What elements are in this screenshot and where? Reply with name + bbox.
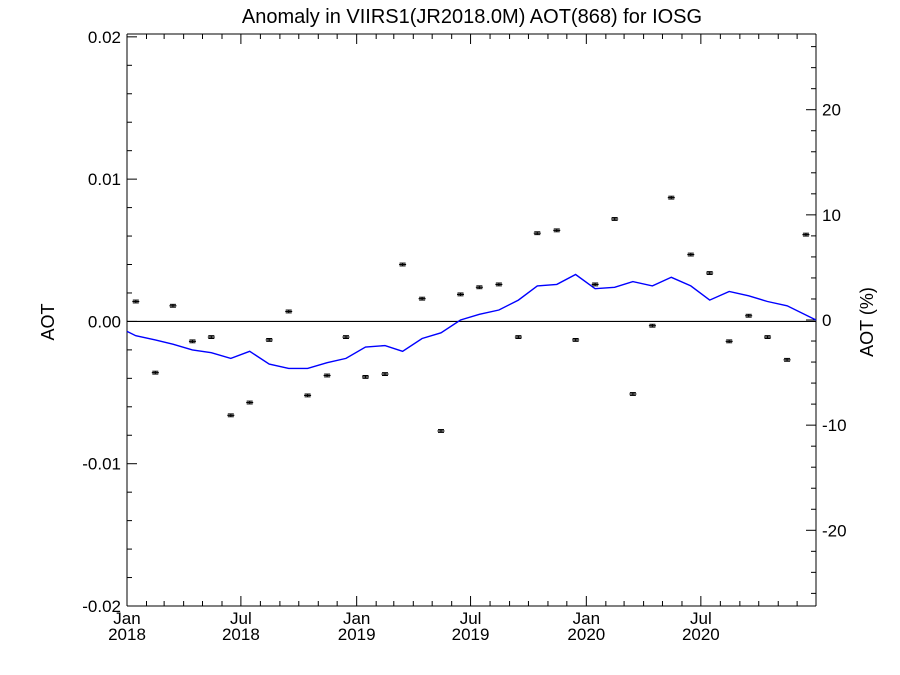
y2-tick-label: 0 <box>822 311 831 330</box>
y-axis-label-right: AOT (%) <box>857 287 877 357</box>
y-axis-label-left: AOT <box>38 303 58 340</box>
x-tick-year: 2019 <box>338 625 376 644</box>
x-tick-year: 2020 <box>567 625 605 644</box>
y2-tick-label: -10 <box>822 416 847 435</box>
data-point <box>169 303 177 308</box>
y2-tick-label: 20 <box>822 101 841 120</box>
data-point <box>437 429 445 433</box>
data-point <box>381 372 389 376</box>
data-point <box>648 323 656 328</box>
y-tick-label: 0.02 <box>88 28 121 47</box>
x-tick-month: Jan <box>573 609 600 628</box>
x-tick-year: 2019 <box>452 625 490 644</box>
y-tick-label: -0.02 <box>82 597 121 616</box>
data-point <box>611 217 619 221</box>
data-point <box>572 337 580 342</box>
data-point <box>687 252 695 257</box>
y2-tick-label: 10 <box>822 206 841 225</box>
data-point <box>265 337 273 342</box>
data-point <box>629 392 637 396</box>
data-point <box>667 195 675 200</box>
data-point <box>188 339 196 344</box>
data-point <box>418 296 426 301</box>
data-point <box>342 335 350 339</box>
x-tick-month: Jul <box>690 609 712 628</box>
data-point <box>399 262 407 267</box>
x-tick-month: Jan <box>343 609 370 628</box>
data-point <box>304 393 312 398</box>
data-point <box>285 309 293 314</box>
data-point <box>132 299 140 304</box>
chart-title: Anomaly in VIIRS1(JR2018.0M) AOT(868) fo… <box>242 6 702 28</box>
data-point <box>246 400 254 405</box>
data-point <box>495 282 503 287</box>
data-point <box>553 228 561 233</box>
data-point <box>745 313 753 318</box>
data-point <box>456 292 464 297</box>
x-tick-month: Jul <box>460 609 482 628</box>
data-point <box>591 282 599 287</box>
data-point <box>725 339 733 344</box>
y-tick-label: 0.01 <box>88 170 121 189</box>
data-point <box>323 373 331 378</box>
y2-tick-label: -20 <box>822 521 847 540</box>
x-tick-month: Jan <box>113 609 140 628</box>
x-tick-year: 2020 <box>682 625 720 644</box>
data-point <box>514 335 522 339</box>
x-tick-year: 2018 <box>108 625 146 644</box>
data-point <box>533 231 541 236</box>
data-point <box>475 285 483 290</box>
data-point <box>802 232 810 237</box>
data-point <box>361 374 369 379</box>
y-tick-label: -0.01 <box>82 455 121 474</box>
y-tick-label: 0.00 <box>88 312 121 331</box>
running-mean-line <box>126 273 817 370</box>
data-point <box>764 335 772 339</box>
x-tick-year: 2018 <box>222 625 260 644</box>
data-point <box>227 413 235 418</box>
data-point <box>706 271 714 275</box>
data-point <box>151 370 159 375</box>
x-tick-month: Jul <box>230 609 252 628</box>
data-point <box>783 357 791 362</box>
plot-area: 0.020.010.00-0.01-0.0220100-10-20Jan2018… <box>82 28 846 644</box>
data-point <box>207 335 215 339</box>
